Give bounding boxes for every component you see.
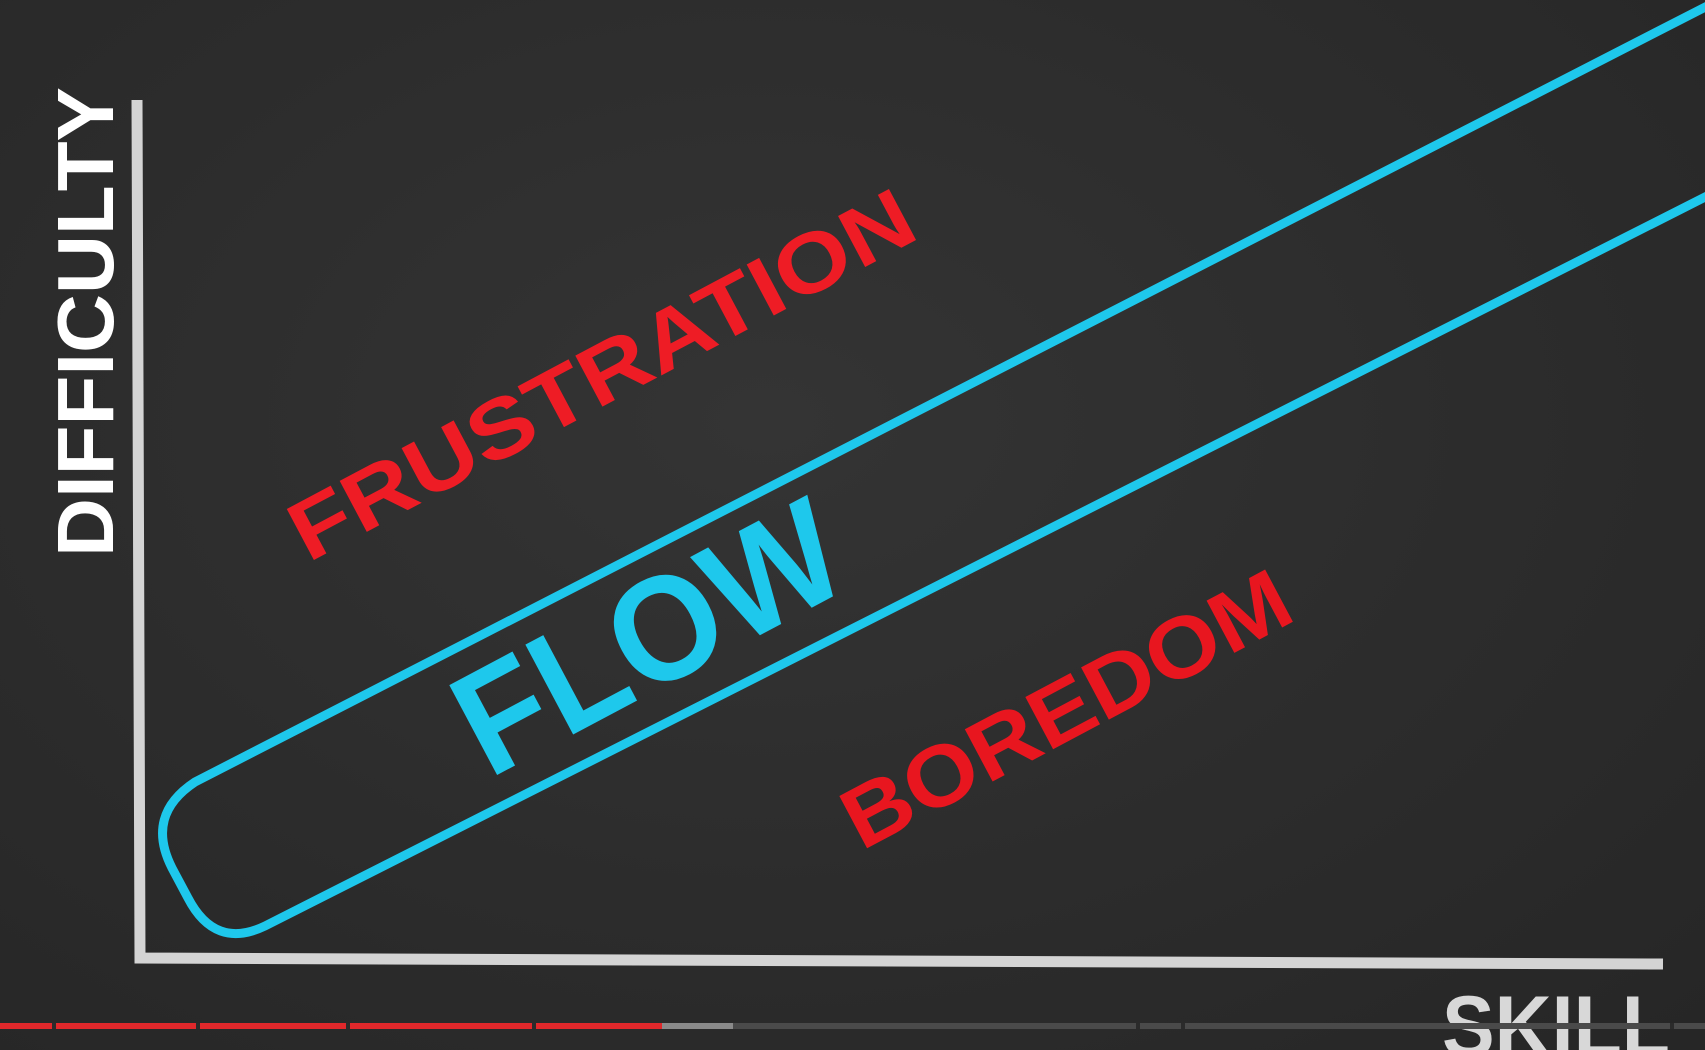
chapter-gap-2 (196, 1023, 200, 1029)
flow-channel (158, 2, 1705, 938)
flow-label: FLOW (426, 467, 870, 808)
progress-played (0, 1023, 662, 1029)
progress-remaining (0, 1023, 1705, 1029)
chapter-gap-3 (346, 1023, 350, 1029)
axes (131, 99, 1664, 970)
chapter-gap-7 (1670, 1023, 1674, 1029)
chapter-gap-6 (1181, 1023, 1185, 1029)
video-progress-bar[interactable] (0, 1023, 1705, 1029)
chapter-gap-1 (52, 1023, 56, 1029)
x-axis-label: SKILL (1442, 979, 1670, 1050)
boredom-label: BOREDOM (825, 551, 1307, 868)
chapter-gap-5 (1136, 1023, 1140, 1029)
y-axis-label: DIFFICULTY (41, 87, 130, 557)
chapter-gap-4 (532, 1023, 536, 1029)
frustration-label: FRUSTRATION (272, 170, 930, 579)
